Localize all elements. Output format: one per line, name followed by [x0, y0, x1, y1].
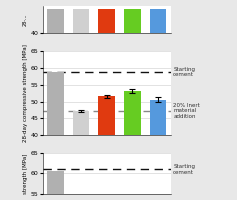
Bar [47, 171, 64, 194]
Bar [150, 9, 166, 33]
Y-axis label: 28-day compressive strength [MPa]: 28-day compressive strength [MPa] [23, 44, 28, 142]
Bar [98, 9, 115, 33]
Bar [73, 9, 89, 33]
Bar [124, 91, 141, 135]
Text: Starting
cement: Starting cement [173, 67, 195, 77]
Bar [98, 96, 115, 135]
Bar [47, 9, 64, 33]
Text: Starting
cement: Starting cement [173, 164, 195, 175]
Y-axis label: strength [MPa]: strength [MPa] [23, 153, 28, 194]
Bar [73, 111, 89, 135]
Bar [47, 72, 64, 135]
Bar [124, 9, 141, 33]
Text: 20% Inert
material
addition: 20% Inert material addition [173, 103, 200, 119]
Y-axis label: 28-...: 28-... [23, 13, 28, 26]
Bar [150, 100, 166, 135]
